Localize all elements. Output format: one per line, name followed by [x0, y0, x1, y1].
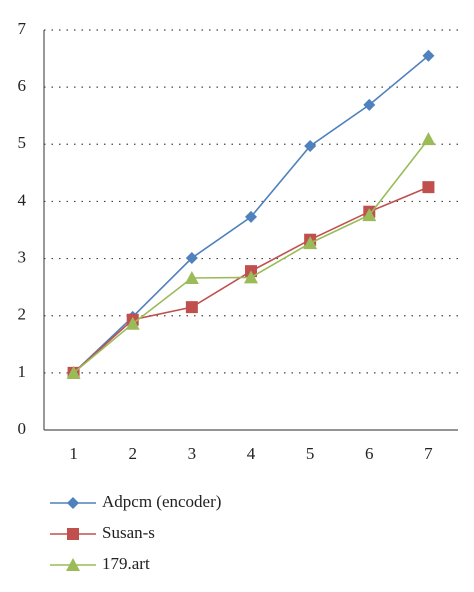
y-tick-label: 2 [18, 305, 27, 324]
marker [244, 270, 258, 284]
y-tick-label: 3 [18, 247, 27, 266]
x-tick-label: 4 [247, 444, 256, 463]
marker [185, 301, 198, 314]
y-tick-label: 0 [18, 419, 27, 438]
marker [422, 49, 435, 62]
marker [66, 365, 81, 379]
legend-label: Susan-s [102, 523, 155, 542]
marker [67, 528, 79, 540]
legend-label: 179.art [102, 554, 150, 573]
x-tick-label: 2 [128, 444, 137, 463]
y-tick-label: 6 [18, 76, 27, 95]
marker [421, 132, 436, 146]
x-tick-label: 5 [306, 444, 315, 463]
marker [363, 98, 376, 111]
x-tick-label: 6 [365, 444, 374, 463]
y-tick-label: 5 [18, 133, 27, 152]
y-tick-label: 4 [18, 190, 27, 209]
legend-label: Adpcm (encoder) [102, 492, 221, 511]
series-line [73, 138, 430, 374]
marker [66, 558, 80, 571]
marker [245, 210, 257, 223]
marker [422, 181, 435, 194]
marker [303, 236, 318, 250]
x-tick-label: 3 [188, 444, 197, 463]
marker [304, 140, 317, 152]
y-tick-label: 7 [18, 19, 27, 38]
x-tick-label: 1 [69, 444, 78, 463]
marker [362, 208, 377, 222]
marker [67, 497, 79, 509]
marker [184, 271, 199, 284]
marker [185, 252, 198, 264]
y-tick-label: 1 [18, 362, 27, 381]
marker [125, 316, 140, 330]
x-tick-label: 7 [424, 444, 433, 463]
